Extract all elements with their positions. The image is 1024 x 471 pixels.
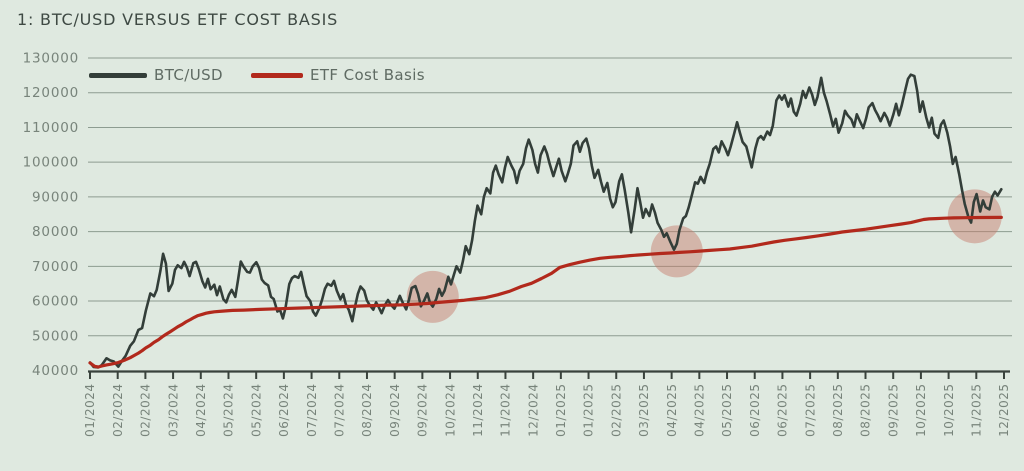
x-tick-label: 04/2025: [693, 384, 707, 437]
x-tick-label: 07/2025: [803, 384, 817, 437]
legend-item-etf: ETF Cost Basis: [250, 66, 425, 84]
y-tick-label: 70000: [32, 259, 79, 275]
highlight-circle: [406, 270, 459, 323]
btc-line-swatch: [89, 72, 147, 78]
legend: BTC/USD ETF Cost Basis: [89, 66, 425, 84]
legend-label-btc: BTC/USD: [154, 66, 223, 84]
x-tick-label: 11/2025: [970, 384, 984, 437]
x-tick-label: 10/2025: [942, 384, 956, 437]
y-tick-label: 130000: [23, 51, 79, 67]
chart-title: 1: BTC/USD VERSUS ETF COST BASIS: [17, 10, 339, 29]
y-tick-label: 90000: [32, 189, 79, 205]
y-tick-label: 50000: [32, 328, 79, 344]
y-tick-label: 120000: [23, 85, 79, 101]
x-tick-label: 08/2025: [831, 384, 845, 437]
x-tick-label: 05/2024: [249, 384, 263, 437]
x-tick-label: 01/2025: [582, 384, 596, 437]
x-tick-label: 02/2024: [139, 384, 153, 437]
x-tick-label: 04/2024: [194, 384, 208, 437]
x-tick-label: 02/2024: [111, 384, 125, 437]
x-tick-label: 04/2025: [665, 384, 679, 437]
etf-line-swatch: [250, 72, 303, 78]
x-tick-label: 10/2024: [443, 384, 457, 437]
x-tick-label: 09/2024: [388, 384, 402, 437]
x-tick-label: 07/2024: [332, 384, 346, 437]
x-tick-label: 01/2024: [83, 384, 97, 437]
x-tick-label: 11/2024: [471, 384, 485, 437]
x-tick-label: 08/2025: [859, 384, 873, 437]
x-tick-label: 02/2025: [609, 384, 623, 437]
x-tick-label: 03/2025: [637, 384, 651, 437]
x-tick-label: 12/2024: [526, 384, 540, 437]
x-tick-label: 06/2025: [776, 384, 790, 437]
legend-item-btc: BTC/USD: [89, 66, 223, 84]
legend-label-etf: ETF Cost Basis: [309, 66, 425, 84]
btc-line: [88, 73, 1003, 369]
etf-line: [88, 215, 1003, 369]
x-tick-label: 06/2024: [277, 384, 291, 437]
y-tick-label: 110000: [23, 120, 79, 136]
x-tick-label: 03/2024: [166, 384, 180, 437]
x-tick-label: 09/2025: [886, 384, 900, 437]
x-tick-label: 01/2025: [554, 384, 568, 437]
x-tick-label: 09/2024: [416, 384, 430, 437]
x-tick-label: 06/2025: [748, 384, 762, 437]
y-tick-label: 40000: [32, 363, 79, 379]
x-tick-label: 05/2024: [222, 384, 236, 437]
y-tick-label: 60000: [32, 294, 79, 310]
y-tick-label: 80000: [32, 224, 79, 240]
x-tick-label: 07/2024: [305, 384, 319, 437]
x-tick-label: 11/2024: [499, 384, 513, 437]
y-tick-label: 100000: [23, 155, 79, 171]
x-tick-label: 05/2025: [720, 384, 734, 437]
x-tick-label: 12/2025: [997, 384, 1011, 437]
x-tick-label: 08/2024: [360, 384, 374, 437]
x-tick-label: 10/2025: [914, 384, 928, 437]
